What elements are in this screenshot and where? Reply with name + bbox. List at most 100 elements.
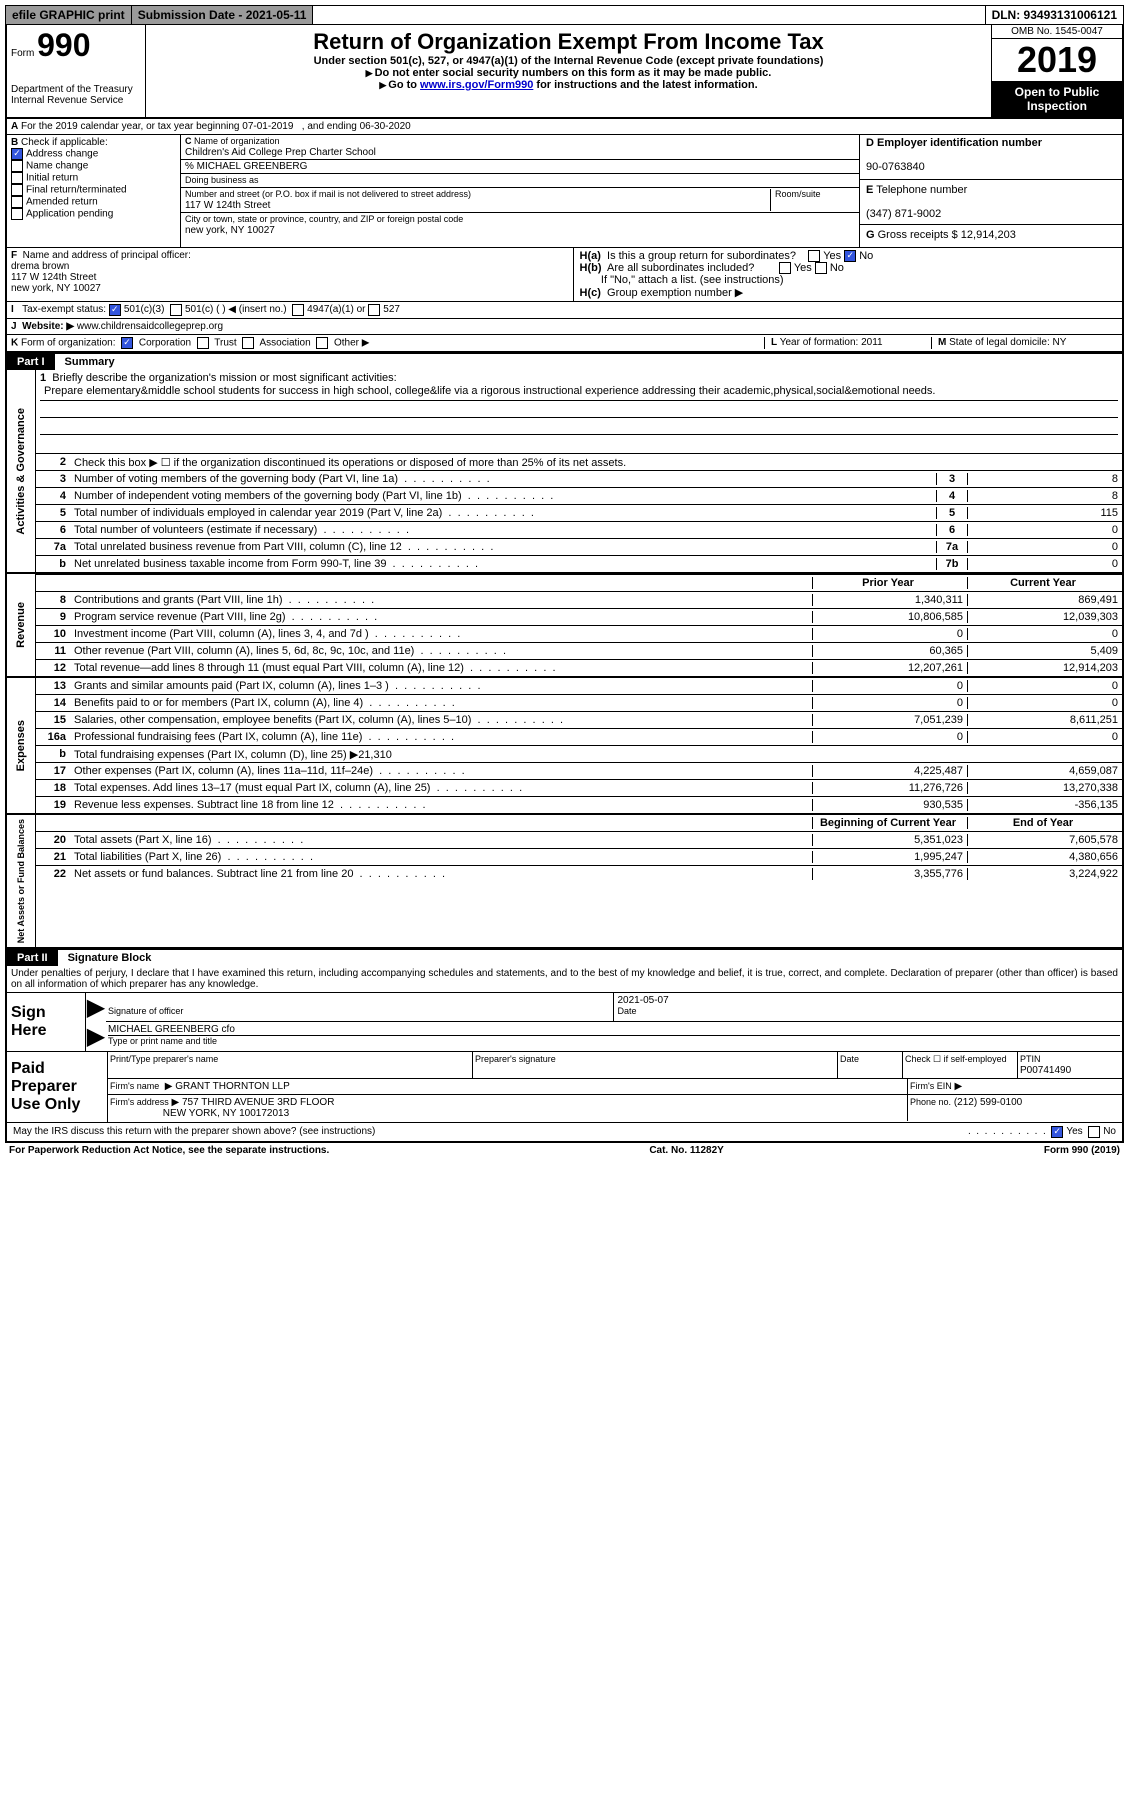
- firm-name: GRANT THORNTON LLP: [175, 1081, 289, 1092]
- footer: For Paperwork Reduction Act Notice, see …: [5, 1143, 1124, 1158]
- side-netassets: Net Assets or Fund Balances: [14, 815, 28, 947]
- net-row: 21 Total liabilities (Part X, line 26) .…: [36, 849, 1122, 866]
- initial-return: Initial return: [26, 173, 78, 184]
- dba-label: Doing business as: [185, 175, 259, 185]
- net-row: 22 Net assets or fund balances. Subtract…: [36, 866, 1122, 882]
- name-change-check[interactable]: [11, 160, 23, 172]
- l-val: 2011: [861, 337, 883, 348]
- 501c-check[interactable]: [170, 304, 182, 316]
- end-year-hdr: End of Year: [967, 817, 1122, 829]
- street-label: Number and street (or P.O. box if mail i…: [185, 189, 471, 199]
- rev-row: 12 Total revenue—add lines 8 through 11 …: [36, 660, 1122, 676]
- part2-header: Part II Signature Block: [5, 949, 1124, 966]
- mission-text: Prepare elementary&middle school student…: [40, 384, 1118, 401]
- form-label: Form: [11, 48, 34, 59]
- hb-yes[interactable]: [779, 262, 791, 274]
- hb-note: If "No," attach a list. (see instruction…: [601, 274, 784, 286]
- hb-label: Are all subordinates included?: [607, 262, 754, 274]
- part1-title: Summary: [65, 356, 115, 368]
- m-val: NY: [1053, 337, 1067, 348]
- pra-notice: For Paperwork Reduction Act Notice, see …: [9, 1145, 329, 1156]
- part1-header: Part I Summary: [5, 353, 1124, 370]
- other-check[interactable]: [316, 337, 328, 349]
- corp-check[interactable]: ✓: [121, 337, 133, 349]
- section-deg: D Employer identification number 90-0763…: [860, 135, 1122, 247]
- revenue-block: Revenue Prior Year Current Year 8 Contri…: [5, 574, 1124, 678]
- 527-check[interactable]: [368, 304, 380, 316]
- app-pending: Application pending: [26, 209, 113, 220]
- website-label: Website:: [22, 321, 64, 332]
- dept: Department of the Treasury Internal Reve…: [11, 84, 141, 106]
- street: 117 W 124th Street: [185, 200, 270, 211]
- k-other: Other: [334, 338, 359, 349]
- rev-row: 10 Investment income (Part VIII, column …: [36, 626, 1122, 643]
- part2-title: Signature Block: [68, 952, 152, 964]
- firm-addr-label: Firm's address: [110, 1097, 169, 1107]
- initial-check[interactable]: [11, 172, 23, 184]
- gov-row: 4 Number of independent voting members o…: [36, 488, 1122, 505]
- prep-phone-label: Phone no.: [910, 1097, 951, 1107]
- phone: (347) 871-9002: [866, 208, 941, 220]
- officer-name: drema brown: [11, 261, 69, 272]
- opt-501c3: 501(c)(3): [124, 304, 165, 316]
- ha-label: Is this a group return for subordinates?: [607, 250, 796, 262]
- inspection-notice: Open to Public Inspection: [992, 81, 1122, 117]
- self-emp: Check ☐ if self-employed: [903, 1052, 1018, 1078]
- tax-year: 2019: [992, 39, 1122, 81]
- exp-row: 18 Total expenses. Add lines 13–17 (must…: [36, 780, 1122, 797]
- discuss-yes[interactable]: ✓: [1051, 1126, 1063, 1138]
- 501c3-check[interactable]: ✓: [109, 304, 121, 316]
- prep-name-label: Print/Type preparer's name: [108, 1052, 473, 1078]
- form-header: Form 990 Department of the Treasury Inte…: [5, 25, 1124, 119]
- addr-change-check[interactable]: ✓: [11, 148, 23, 160]
- addr-change: Address change: [26, 149, 98, 160]
- part1-label: Part I: [7, 354, 55, 370]
- exp-row: 14 Benefits paid to or for members (Part…: [36, 695, 1122, 712]
- curr-year-hdr: Current Year: [967, 577, 1122, 589]
- section-bcdefg: B Check if applicable: ✓Address change N…: [5, 135, 1124, 248]
- section-c: C Name of organization Children's Aid Co…: [181, 135, 860, 247]
- netassets-block: Net Assets or Fund Balances Beginning of…: [5, 815, 1124, 949]
- k-assoc: Association: [260, 338, 311, 349]
- governance-block: Activities & Governance 1 Briefly descri…: [5, 370, 1124, 574]
- firm-ein-label: Firm's EIN: [910, 1081, 952, 1091]
- gov-row: 7a Total unrelated business revenue from…: [36, 539, 1122, 556]
- 4947-check[interactable]: [292, 304, 304, 316]
- gov-row: 3 Number of voting members of the govern…: [36, 471, 1122, 488]
- date-label: Date: [618, 1006, 637, 1016]
- opt-501c: 501(c) ( ) ◀ (insert no.): [185, 304, 287, 316]
- assoc-check[interactable]: [242, 337, 254, 349]
- firm-addr: 757 THIRD AVENUE 3RD FLOOR: [182, 1097, 334, 1108]
- irs-link[interactable]: www.irs.gov/Form990: [420, 79, 533, 91]
- amended-check[interactable]: [11, 196, 23, 208]
- paid-preparer: Paid Preparer Use Only: [7, 1052, 108, 1122]
- prep-phone: (212) 599-0100: [954, 1097, 1022, 1108]
- exp-row: 15 Salaries, other compensation, employe…: [36, 712, 1122, 729]
- section-klm: K Form of organization: ✓ Corporation Tr…: [5, 335, 1124, 353]
- website[interactable]: www.childrensaidcollegeprep.org: [77, 321, 223, 332]
- ha-no[interactable]: ✓: [844, 250, 856, 262]
- final-check[interactable]: [11, 184, 23, 196]
- pending-check[interactable]: [11, 208, 23, 220]
- name-change: Name change: [26, 161, 88, 172]
- k-trust: Trust: [214, 338, 236, 349]
- tax-year-end: , and ending 06-30-2020: [302, 121, 411, 132]
- gov-row: b Net unrelated business taxable income …: [36, 556, 1122, 572]
- trust-check[interactable]: [197, 337, 209, 349]
- rev-row: 9 Program service revenue (Part VIII, li…: [36, 609, 1122, 626]
- form-title: Return of Organization Exempt From Incom…: [150, 29, 987, 55]
- exp-row: 19 Revenue less expenses. Subtract line …: [36, 797, 1122, 813]
- city-label: City or town, state or province, country…: [185, 214, 463, 224]
- officer-addr2: new york, NY 10027: [11, 283, 101, 294]
- ha-yes[interactable]: [808, 250, 820, 262]
- cat-no: Cat. No. 11282Y: [649, 1145, 723, 1156]
- l-label: Year of formation:: [780, 337, 859, 348]
- hb-no[interactable]: [815, 262, 827, 274]
- efile-label[interactable]: efile GRAPHIC print: [6, 6, 132, 24]
- firm-city: NEW YORK, NY 100172013: [163, 1108, 289, 1119]
- name-label: Type or print name and title: [108, 1035, 1120, 1046]
- line2: Check this box ▶ ☐ if the organization d…: [72, 455, 1122, 470]
- discuss-no[interactable]: [1088, 1126, 1100, 1138]
- section-fh: F Name and address of principal officer:…: [5, 248, 1124, 302]
- prep-date-label: Date: [838, 1052, 903, 1078]
